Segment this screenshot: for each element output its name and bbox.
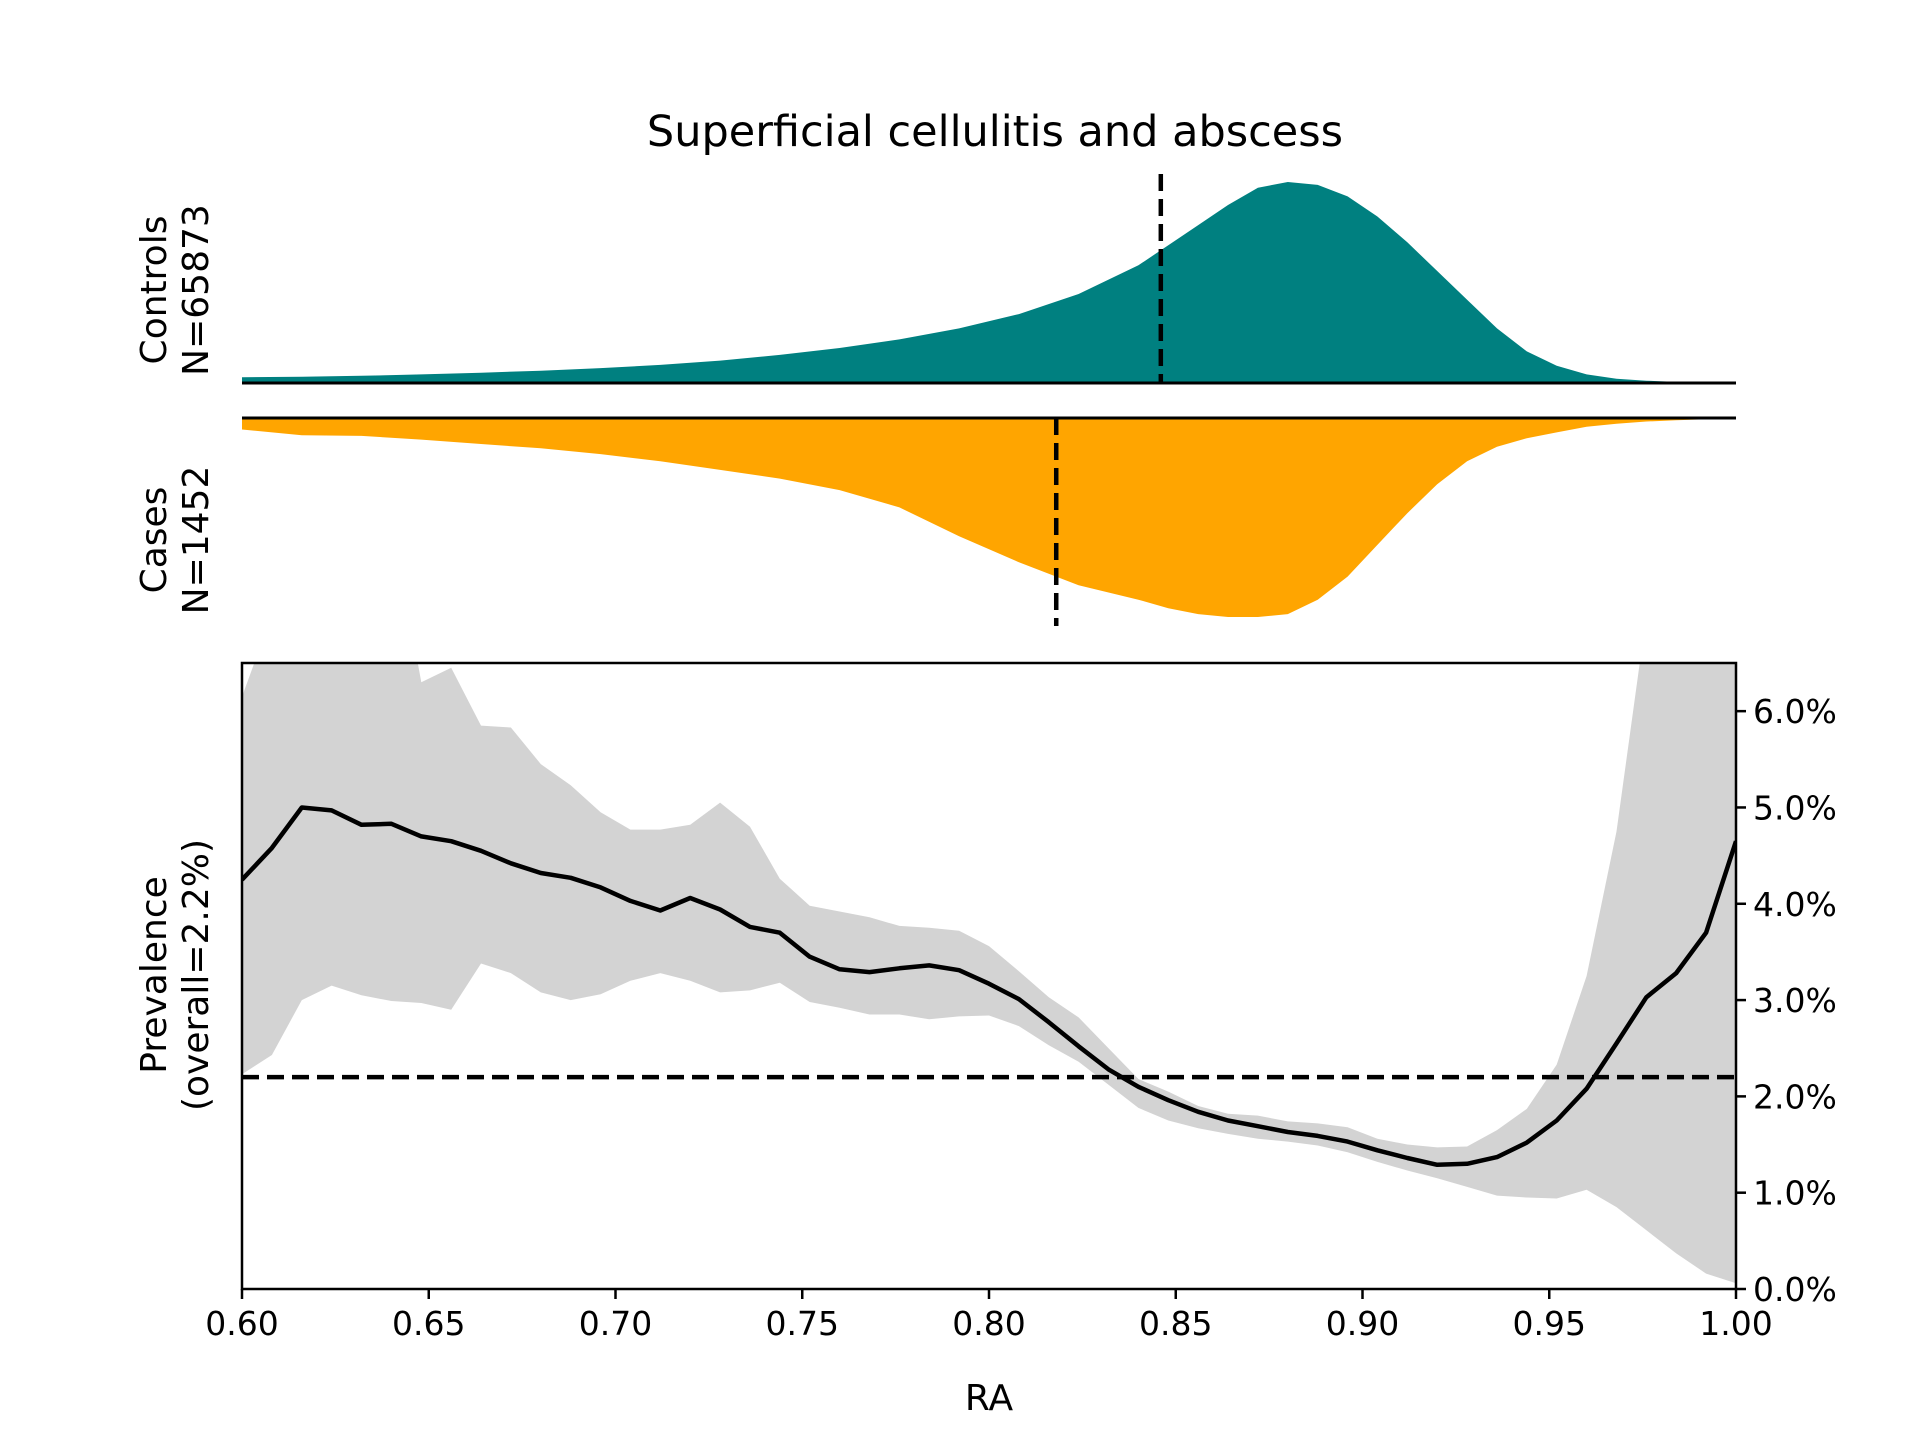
controls-density-panel: Controls N=65873: [134, 174, 1736, 385]
controls-density-area: [242, 182, 1736, 383]
cases-label: Cases: [134, 487, 175, 594]
x-axis-label: RA: [965, 1378, 1014, 1419]
y-tick-label: 3.0%: [1753, 981, 1837, 1020]
x-tick-label: 0.60: [205, 1304, 278, 1343]
controls-count: N=65873: [176, 204, 217, 376]
prevalence-panel: 0.60 0.65 0.70 0.75 0.80 0.85 0.90 0.95 1.00 0.0…: [134, 661, 1837, 1419]
prevalence-ylabel: Prevalence: [134, 876, 175, 1074]
cases-count: N=1452: [176, 466, 217, 615]
prevalence-line: [242, 805, 1736, 1168]
x-tick-label: 0.75: [766, 1304, 839, 1343]
x-tick-label: 0.80: [952, 1304, 1025, 1343]
x-tick-label: 0.90: [1326, 1304, 1399, 1343]
prevalence-ylabel-overall: (overall=2.2%): [176, 839, 217, 1111]
cases-density-area: [242, 418, 1736, 617]
x-tick-label: 0.85: [1139, 1304, 1212, 1343]
y-tick-label: 2.0%: [1753, 1077, 1837, 1116]
x-tick-label: 1.00: [1699, 1304, 1772, 1343]
y-tick-label: 4.0%: [1753, 885, 1837, 924]
y-axis-right: 0.0% 1.0% 2.0% 3.0% 4.0% 5.0% 6.0%: [1736, 692, 1837, 1309]
y-tick-label: 5.0%: [1753, 788, 1837, 827]
y-tick-label: 6.0%: [1753, 692, 1837, 731]
controls-label: Controls: [134, 216, 175, 365]
x-tick-label: 0.65: [392, 1304, 465, 1343]
y-tick-label: 0.0%: [1753, 1270, 1837, 1309]
y-tick-label: 1.0%: [1753, 1174, 1837, 1213]
x-tick-label: 0.95: [1513, 1304, 1586, 1343]
cases-density-panel: Cases N=1452: [134, 416, 1736, 626]
x-tick-label: 0.70: [579, 1304, 652, 1343]
x-axis: 0.60 0.65 0.70 0.75 0.80 0.85 0.90 0.95 1.00: [205, 1289, 1773, 1343]
prevalence-confidence-band: [242, 663, 1736, 1284]
chart-title: Superficial cellulitis and abscess: [647, 107, 1343, 157]
